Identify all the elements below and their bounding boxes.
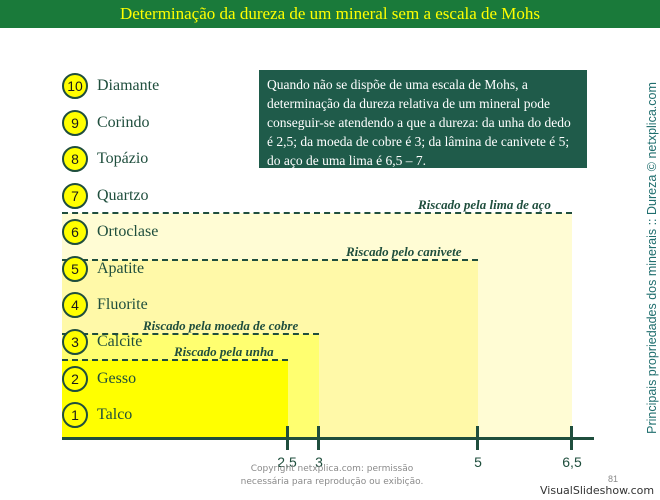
watermark: VisualSlideshow.com — [540, 484, 655, 497]
mineral-row-fluorite: 4 Fluorite — [62, 292, 148, 318]
mineral-name: Gesso — [97, 370, 137, 387]
dash-line-lima-de-aco — [62, 212, 572, 214]
mineral-row-quartzo: 7 Quartzo — [62, 183, 149, 209]
axis-tick-label-3: 3 — [315, 454, 323, 470]
mineral-name: Fluorite — [97, 296, 148, 313]
hardness-badge: 8 — [62, 146, 88, 172]
axis-tick-5 — [476, 426, 479, 450]
axis-tick-label-5: 5 — [474, 454, 482, 470]
axis-tick-2-5 — [286, 426, 289, 450]
dash-line-canivete — [62, 259, 478, 261]
label-moeda-de-cobre: Riscado pela moeda de cobre — [143, 318, 299, 333]
page-number: 81 — [608, 474, 619, 484]
zone-unha — [62, 360, 288, 437]
hardness-axis — [62, 437, 594, 440]
hardness-badge: 1 — [62, 402, 88, 428]
hardness-badge: 2 — [62, 366, 88, 392]
mineral-row-talco: 1 Talco — [62, 402, 132, 428]
mineral-row-corindo: 9 Corindo — [62, 110, 149, 136]
side-caption: Principais propriedades dos minerais :: … — [645, 82, 659, 434]
mineral-row-gesso: 2 Gesso — [62, 366, 136, 392]
mineral-name: Topázio — [97, 150, 149, 167]
label-unha: Riscado pela unha — [174, 344, 274, 359]
label-canivete: Riscado pelo canivete — [346, 244, 462, 259]
mineral-name: Talco — [97, 406, 133, 423]
dash-line-unha — [62, 359, 288, 361]
hardness-badge: 7 — [62, 183, 88, 209]
mineral-name: Ortoclase — [97, 223, 159, 240]
axis-tick-6-5 — [570, 426, 573, 450]
mineral-row-ortoclase: 6 Ortoclase — [62, 219, 158, 245]
hardness-badge: 6 — [62, 219, 88, 245]
mineral-row-apatite: 5 Apatite — [62, 256, 144, 282]
hardness-badge: 9 — [62, 110, 88, 136]
label-lima-de-aco: Riscado pela lima de aço — [418, 197, 551, 212]
copyright-notice: Copyright netxplica.com: permissão neces… — [240, 464, 424, 487]
hardness-badge: 3 — [62, 329, 88, 355]
hardness-badge: 4 — [62, 292, 88, 318]
slide-title: Determinação da dureza de um mineral sem… — [0, 0, 660, 28]
mineral-row-calcite: 3 Calcite — [62, 329, 142, 355]
mineral-row-diamante: 10 Diamante — [62, 73, 159, 99]
hardness-badge: 5 — [62, 256, 88, 282]
mineral-row-topazio: 8 Topázio — [62, 146, 148, 172]
mineral-name: Quartzo — [97, 187, 149, 204]
mineral-name: Calcite — [97, 333, 143, 350]
axis-tick-label-2-5: 2,5 — [277, 454, 297, 470]
axis-tick-3 — [317, 426, 320, 450]
mineral-name: Apatite — [97, 260, 145, 277]
explanation-box: Quando não se dispõe de uma escala de Mo… — [259, 70, 587, 168]
axis-tick-label-6-5: 6,5 — [562, 454, 582, 470]
mineral-name: Corindo — [97, 114, 150, 131]
mineral-name: Diamante — [97, 77, 160, 94]
hardness-badge: 10 — [62, 73, 88, 99]
dash-line-moeda-de-cobre — [62, 333, 319, 335]
